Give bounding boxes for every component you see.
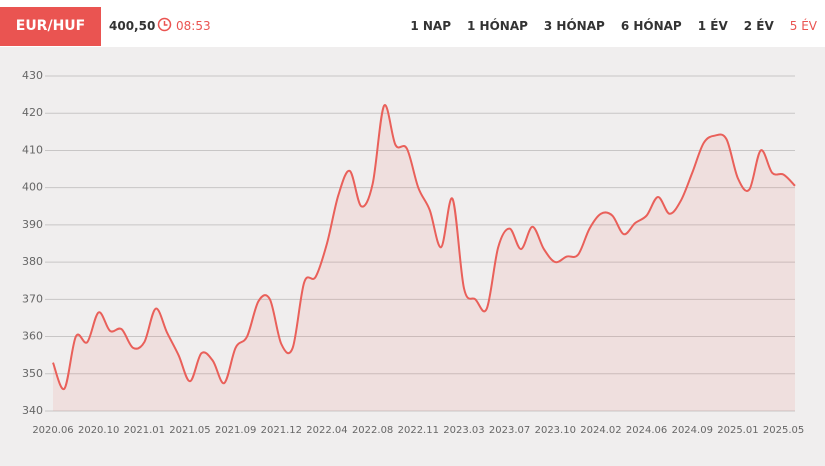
x-tick-label: 2021.12 <box>261 425 302 436</box>
range-button[interactable]: 1 HÓNAP <box>467 19 528 33</box>
x-tick-label: 2021.09 <box>215 425 256 436</box>
y-tick-label: 420 <box>22 106 43 119</box>
x-tick-label: 2021.05 <box>169 425 210 436</box>
range-button[interactable]: 1 ÉV <box>697 19 728 33</box>
line <box>52 104 796 390</box>
range-button[interactable]: 6 HÓNAP <box>620 19 682 33</box>
y-tick-label: 340 <box>22 404 43 417</box>
y-tick-label: 360 <box>22 330 43 343</box>
x-tick-label: 2025.05 <box>763 425 804 436</box>
x-tick-label: 2020.10 <box>78 425 119 436</box>
time: 08:53 <box>176 19 211 33</box>
x-tick-label: 2022.04 <box>306 425 347 436</box>
clock-icon <box>157 17 172 32</box>
range-button[interactable]: 1 NAP <box>410 19 451 33</box>
range-selector: 1 NAP 1 HÓNAP 3 HÓNAP 6 HÓNAP 1 ÉV 2 ÉV 5 ÉV <box>410 19 817 33</box>
x-tick-label: 2023.07 <box>489 425 530 436</box>
x-tick-label: 2023.10 <box>535 425 576 436</box>
price: 400,50 <box>109 19 156 33</box>
y-tick-label: 370 <box>22 292 43 305</box>
x-tick-label: 2025.01 <box>717 425 758 436</box>
y-tick-label: 350 <box>22 367 43 380</box>
x-tick-label: 2022.11 <box>398 425 439 436</box>
x-tick-label: 2022.08 <box>352 425 393 436</box>
x-tick-label: 2020.06 <box>32 425 73 436</box>
x-tick-label: 2024.09 <box>672 425 713 436</box>
y-tick-label: 390 <box>22 218 43 231</box>
range-button[interactable]: 5 ÉV <box>789 19 817 33</box>
range-button[interactable]: 3 HÓNAP <box>543 19 605 33</box>
x-tick-label: 2024.06 <box>626 425 667 436</box>
y-tick-label: 380 <box>22 255 43 268</box>
y-tick-label: 410 <box>22 143 43 156</box>
range-button[interactable]: 2 ÉV <box>743 19 774 33</box>
y-tick-label: 430 <box>22 69 43 82</box>
x-tick-label: 2023.03 <box>443 425 484 436</box>
x-tick-label: 2024.02 <box>580 425 621 436</box>
y-tick-label: 400 <box>22 181 43 194</box>
pair-label: EUR/HUF <box>0 7 101 46</box>
area <box>53 105 795 411</box>
chart: 340 350 360 370 380 390 400 410 420 430 2020.06 202… <box>0 47 825 466</box>
chart-background <box>0 47 825 466</box>
x-tick-label: 2021.01 <box>124 425 165 436</box>
